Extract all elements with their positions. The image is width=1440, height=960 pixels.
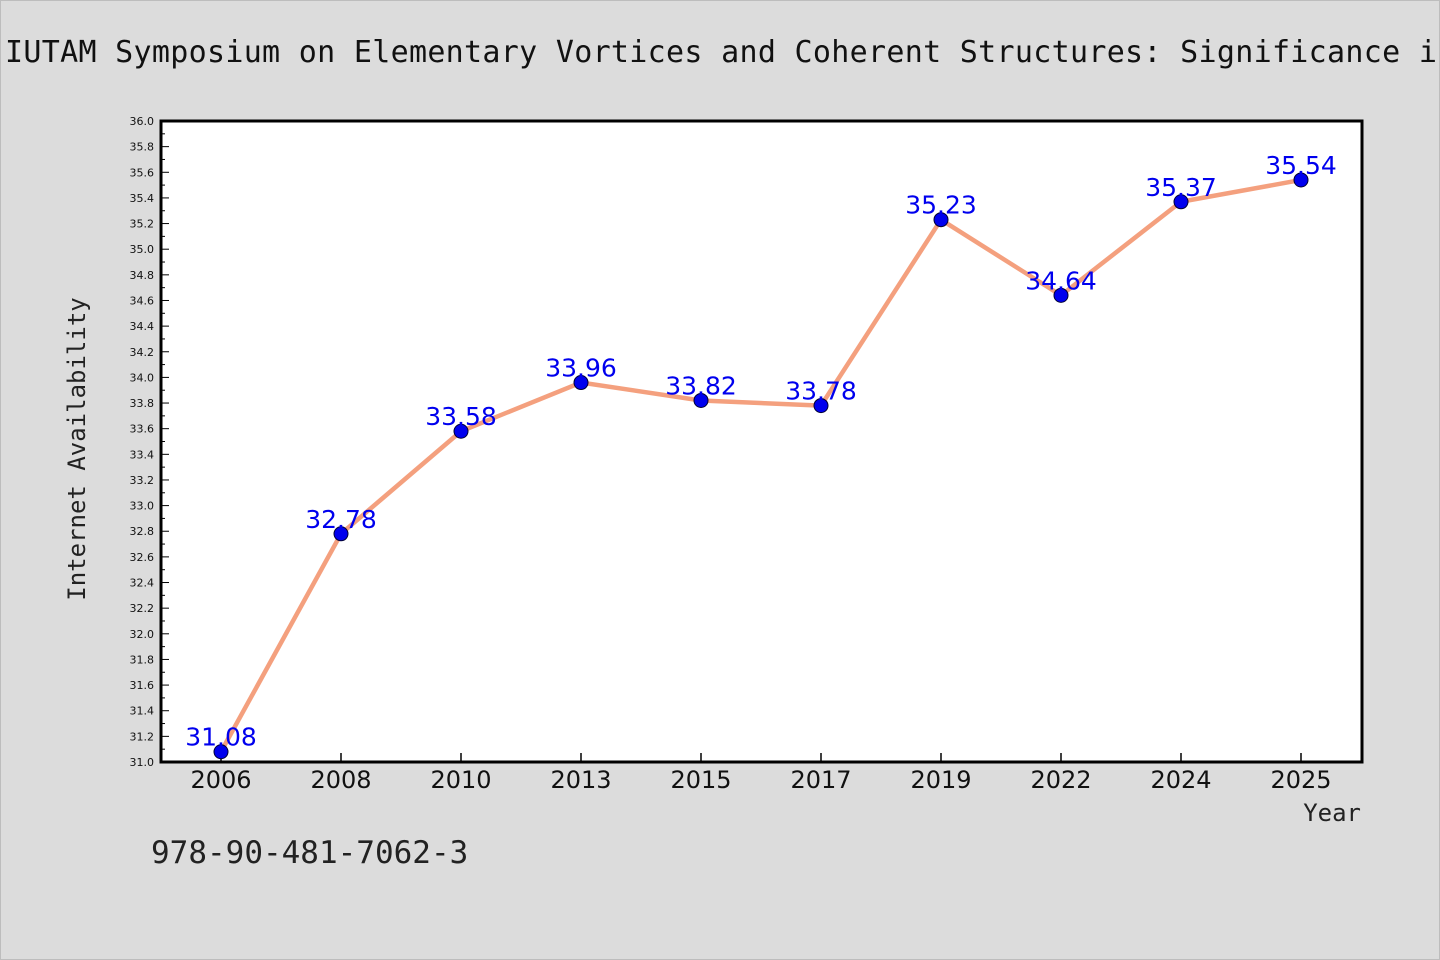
x-axis-label: Year [1303,799,1361,827]
data-point-label: 34.64 [1025,266,1097,295]
y-tick-label: 31.2 [130,730,155,743]
data-point-marker [693,392,709,408]
x-tick-label: 2006 [190,766,251,794]
data-point-label: 35.54 [1265,151,1337,180]
x-tick-label: 2022 [1030,766,1091,794]
plot-area [159,119,1364,764]
y-tick-label: 31.8 [130,653,155,666]
isbn-code: 978-90-481-7062-3 [151,835,469,871]
data-point-label: 33.96 [545,354,617,383]
y-tick-label: 34.0 [130,371,155,384]
y-tick-label: 35.8 [130,141,155,154]
y-tick-label: 32.2 [130,602,155,615]
y-tick-label: 35.6 [130,166,155,179]
data-point-label: 35.23 [905,191,977,220]
data-point-label: 31.08 [185,723,257,752]
y-tick-label: 34.2 [130,346,155,359]
data-point-label: 35.37 [1145,173,1217,202]
x-tick-label: 2008 [310,766,371,794]
y-tick-label: 33.4 [130,448,155,461]
data-point-label: 33.78 [785,377,857,406]
x-tick-label: 2010 [430,766,491,794]
data-point-marker [933,212,949,228]
x-tick-label: 2025 [1270,766,1331,794]
y-axis-label: Internet Availability [63,297,91,600]
y-tick-label: 35.0 [130,243,155,256]
y-tick-label: 35.2 [130,218,155,231]
y-tick-label: 32.0 [130,628,155,641]
data-point-marker [1173,194,1189,210]
y-tick-label: 32.4 [130,577,155,590]
x-axis: 2006 2008 2010 2013 2015 2017 2019 2022 2024 2025 [190,753,1332,794]
data-point-marker [453,423,469,439]
x-tick-label: 2017 [790,766,851,794]
y-tick-label: 32.6 [130,551,155,564]
y-tick-label: 31.0 [130,756,155,769]
y-axis: 31.0 31.2 31.4 31.6 31.8 32.0 32.2 32.4 32.6 32.8… [130,115,169,769]
x-tick-label: 2024 [1150,766,1211,794]
data-point-marker [573,375,589,391]
data-point-marker [813,398,829,414]
x-tick-label: 2019 [910,766,971,794]
y-tick-label: 35.4 [130,192,155,205]
data-point-label: 33.82 [665,371,737,400]
y-tick-label: 31.6 [130,679,155,692]
y-tick-label: 33.0 [130,500,155,513]
x-tick-label: 2013 [550,766,611,794]
data-point-marker [1053,287,1069,303]
y-tick-label: 32.8 [130,525,155,538]
y-tick-label: 31.4 [130,705,155,718]
y-tick-label: 33.2 [130,474,155,487]
y-tick-label: 34.4 [130,320,155,333]
y-tick-label: 36.0 [130,115,155,128]
data-point-label: 33.58 [425,402,497,431]
y-tick-label: 33.6 [130,423,155,436]
data-point-marker [333,526,349,542]
data-point-label: 32.78 [305,505,377,534]
x-tick-label: 2015 [670,766,731,794]
data-point-marker [213,744,229,760]
chart-title: IUTAM Symposium on Elementary Vortices a… [5,35,1440,70]
y-tick-label: 34.6 [130,294,155,307]
data-labels: 31.08 32.78 33.58 33.96 33.82 33.78 35.23 34.64… [185,151,1337,752]
data-point-marker [1293,172,1309,188]
data-markers [213,172,1309,760]
y-tick-label: 33.8 [130,397,155,410]
y-tick-label: 34.8 [130,269,155,282]
series-line [219,177,1302,753]
